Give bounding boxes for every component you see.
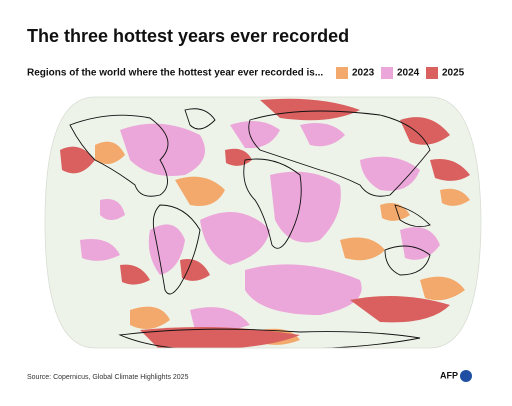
legend-label: 2023 [352,68,375,79]
title: The three hottest years ever recorded [27,26,349,46]
coastlines [69,108,431,348]
subtitle: Regions of the world where the hottest y… [27,68,323,79]
logo-mark [460,370,472,382]
logo: AFP [440,370,458,380]
legend-swatch [381,67,393,79]
source: Source: Copernicus, Global Climate Highl… [27,374,189,381]
map [45,97,481,348]
legend-swatch [336,67,348,79]
region-2024 [80,121,440,332]
legend: 2023 2024 2025 [336,67,465,79]
legend-label: 2025 [442,68,465,79]
region-2025 [60,98,470,348]
legend-swatch [426,67,438,79]
legend-label: 2024 [397,68,420,79]
map-outline [44,96,482,349]
